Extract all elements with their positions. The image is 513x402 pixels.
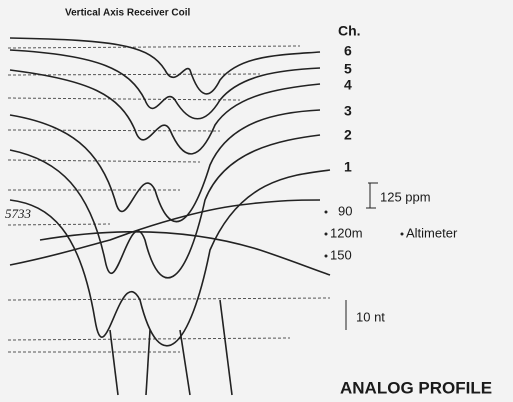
channel-label: 3 <box>344 103 352 119</box>
figure-title: Vertical Axis Receiver Coil <box>65 8 190 19</box>
figure-caption: ANALOG PROFILE <box>340 378 492 397</box>
channel-label: 4 <box>344 77 352 93</box>
channel-label: 6 <box>344 43 352 59</box>
altitude-tick: 120m <box>330 225 363 240</box>
handwritten-note: 5733 <box>5 206 32 221</box>
ppm-scale: 125 ppm <box>380 189 431 204</box>
magnetic-scale: 10 nt <box>356 309 385 324</box>
channel-label: 1 <box>344 159 352 175</box>
altitude-tick: 90 <box>338 203 352 218</box>
channel-label: 2 <box>344 127 352 143</box>
altitude-tick: 150 <box>330 247 352 262</box>
profile-curves <box>9 37 331 396</box>
channel-label: 5 <box>344 61 352 77</box>
bullet <box>324 254 328 258</box>
bullet <box>324 210 328 214</box>
bullet <box>400 232 404 236</box>
background-traces <box>7 45 331 353</box>
channel-heading: Ch. <box>338 23 361 39</box>
bullet <box>324 232 328 236</box>
altimeter-label: Altimeter <box>406 225 458 240</box>
